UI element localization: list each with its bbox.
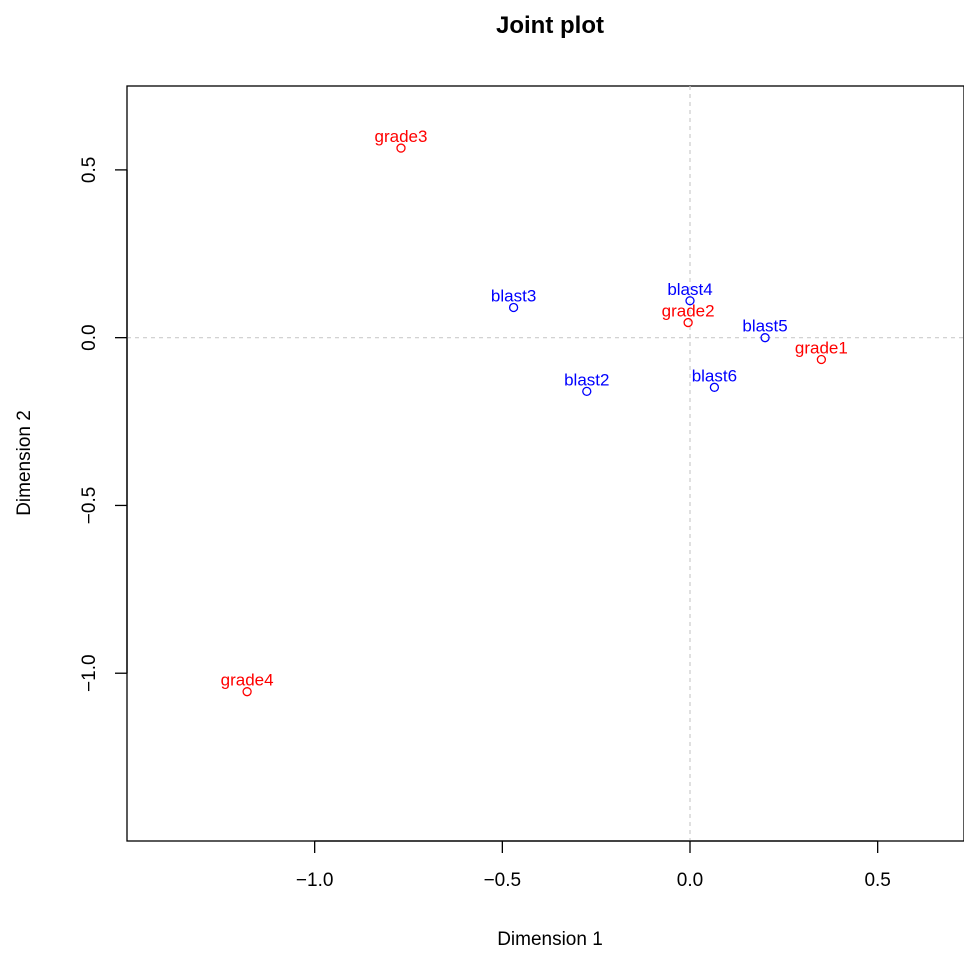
point-blast5	[760, 333, 770, 343]
point-label-grade4: grade4	[221, 671, 274, 690]
data-points: grade1 grade2 grade3 grade4 blast2 blast3 blas…	[221, 127, 848, 697]
point-label-blast5: blast5	[742, 317, 787, 336]
x-tick-label: 0.0	[677, 870, 703, 891]
point-label-blast3: blast3	[491, 286, 536, 305]
point-blast6	[709, 382, 720, 392]
plot-frame	[126, 85, 964, 842]
y-tick-label: 0.5	[79, 157, 100, 183]
y-axis-label: Dimension 2	[14, 410, 35, 516]
y-tick-label: −0.5	[79, 487, 100, 525]
point-label-blast4: blast4	[667, 280, 712, 299]
point-label-grade3: grade3	[375, 127, 428, 146]
point-blast3	[508, 302, 519, 313]
y-tick-label: 0.0	[79, 324, 100, 350]
point-grade2	[683, 317, 693, 328]
point-grade3	[396, 143, 406, 153]
x-tick-label: −0.5	[484, 870, 522, 891]
x-axis-label: Dimension 1	[497, 929, 603, 950]
y-tick-label: −1.0	[79, 654, 100, 692]
point-label-blast6: blast6	[692, 366, 737, 385]
y-axis: −1.0 −0.5 0.0 0.5	[79, 157, 128, 692]
point-label-grade2: grade2	[662, 302, 715, 321]
point-label-blast2: blast2	[564, 370, 609, 389]
x-axis: −1.0 −0.5 0.0 0.5	[296, 840, 891, 891]
point-blast4	[685, 296, 695, 306]
x-tick-label: 0.5	[864, 870, 890, 891]
point-blast2	[582, 386, 592, 397]
point-grade4	[242, 687, 252, 697]
x-tick-label: −1.0	[296, 870, 334, 891]
point-grade1	[816, 354, 827, 365]
point-label-grade1: grade1	[795, 338, 848, 357]
reference-lines	[127, 86, 964, 841]
chart-title: Joint plot	[496, 12, 604, 39]
